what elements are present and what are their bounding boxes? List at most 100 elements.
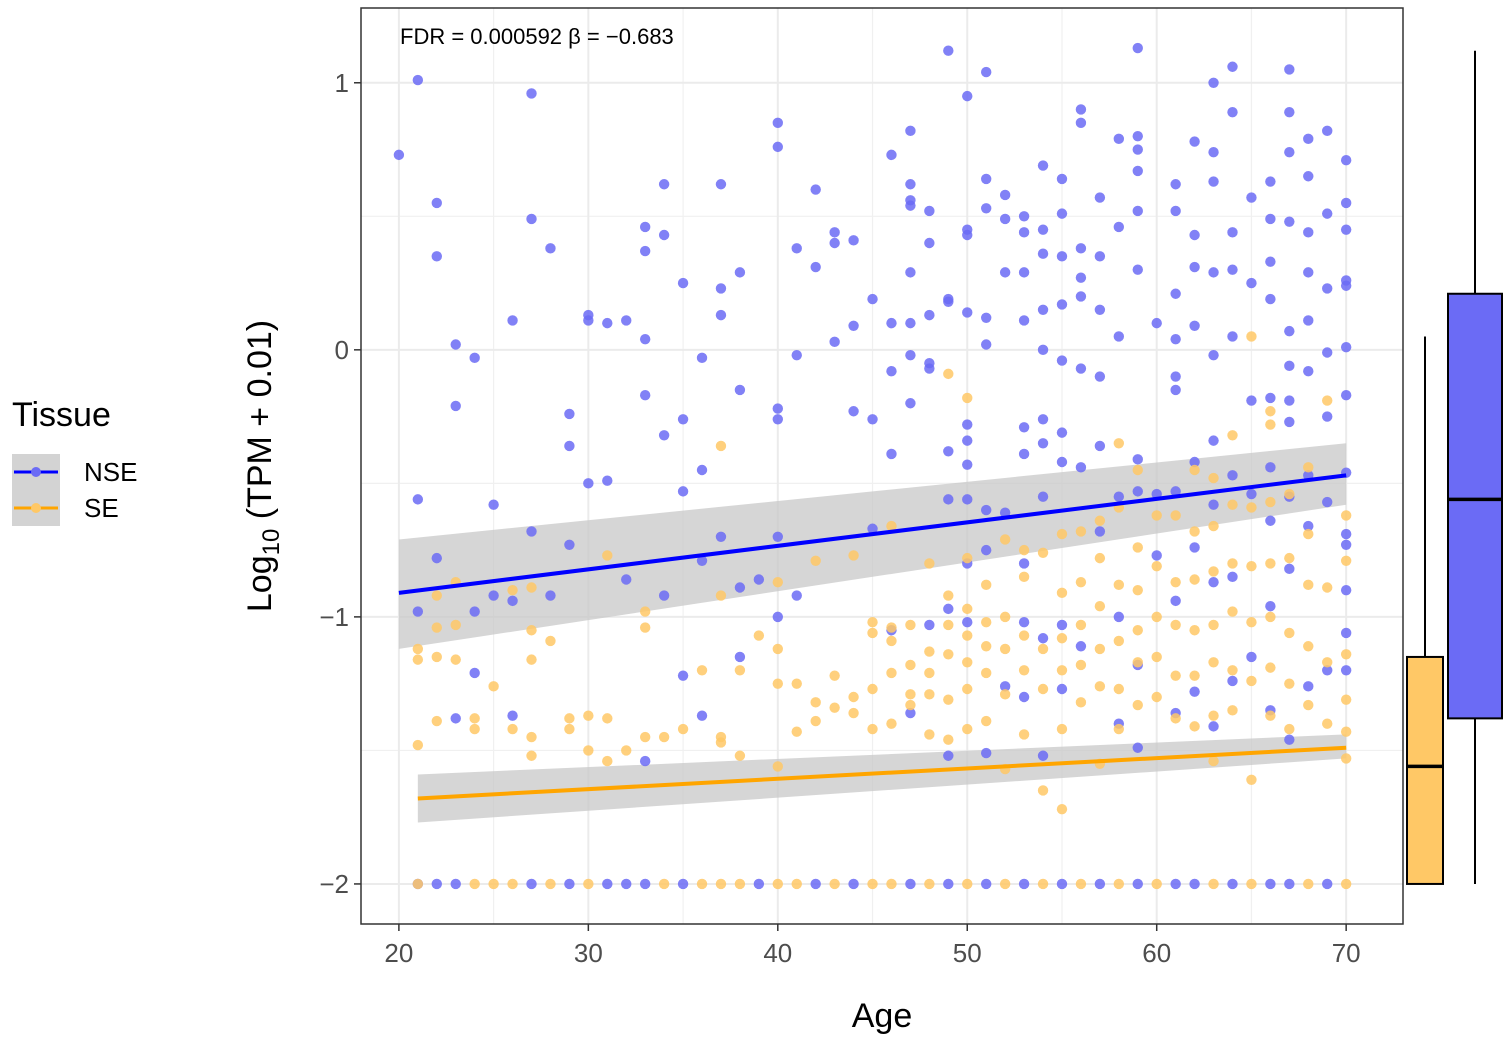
point-se bbox=[1075, 619, 1087, 631]
point-nse bbox=[1018, 617, 1030, 628]
point-se bbox=[1340, 753, 1352, 764]
point-se bbox=[1284, 723, 1295, 735]
point-se bbox=[545, 635, 556, 647]
point-se bbox=[1075, 659, 1087, 671]
point-nse bbox=[943, 446, 954, 457]
point-se bbox=[886, 635, 897, 647]
point-nse bbox=[1227, 878, 1238, 890]
point-se bbox=[1094, 601, 1106, 612]
point-se bbox=[658, 731, 670, 743]
point-se bbox=[1132, 657, 1143, 668]
point-se bbox=[999, 643, 1011, 655]
point-nse bbox=[1170, 288, 1181, 299]
point-nse bbox=[1170, 486, 1181, 497]
y-axis-title: Log10 (TPM + 0.01) bbox=[241, 320, 285, 612]
point-nse bbox=[1037, 491, 1049, 502]
point-nse bbox=[1075, 363, 1087, 374]
point-nse bbox=[450, 339, 461, 350]
point-se bbox=[1265, 611, 1276, 623]
point-nse bbox=[848, 320, 859, 331]
point-nse bbox=[829, 336, 840, 348]
point-nse bbox=[583, 478, 594, 489]
point-nse bbox=[1227, 571, 1238, 583]
point-nse bbox=[867, 523, 878, 534]
point-nse bbox=[450, 400, 461, 412]
point-nse bbox=[1094, 371, 1106, 382]
point-nse bbox=[1227, 106, 1238, 118]
point-se bbox=[829, 702, 840, 713]
point-nse bbox=[905, 317, 916, 329]
point-nse bbox=[791, 590, 802, 601]
point-nse bbox=[810, 878, 821, 890]
point-se bbox=[602, 550, 613, 561]
point-nse bbox=[1113, 611, 1125, 623]
boxplot-nse bbox=[1447, 50, 1503, 884]
point-nse bbox=[1113, 221, 1125, 233]
point-se bbox=[639, 622, 651, 633]
point-se bbox=[1037, 785, 1049, 796]
point-nse bbox=[1340, 280, 1352, 291]
point-se bbox=[1208, 566, 1219, 577]
point-se bbox=[1340, 510, 1352, 521]
point-nse bbox=[981, 66, 992, 78]
point-se bbox=[981, 667, 992, 679]
point-nse bbox=[1018, 448, 1030, 460]
point-nse bbox=[1284, 106, 1295, 118]
x-tick-label: 30 bbox=[574, 938, 603, 968]
point-nse bbox=[962, 494, 973, 505]
point-nse bbox=[1094, 304, 1106, 315]
boxplot-se bbox=[1406, 336, 1444, 885]
point-nse bbox=[1340, 390, 1352, 401]
y-axis-title-rest: (TPM + 0.01) bbox=[241, 320, 279, 529]
point-nse bbox=[1037, 438, 1049, 449]
point-nse bbox=[943, 603, 954, 615]
point-se bbox=[431, 651, 442, 663]
point-nse bbox=[602, 317, 613, 329]
point-se bbox=[715, 440, 727, 452]
point-nse bbox=[583, 315, 594, 326]
legend-label-se: SE bbox=[84, 493, 119, 523]
y-tick-label: 0 bbox=[335, 335, 349, 365]
point-nse bbox=[1208, 721, 1219, 732]
point-se bbox=[791, 878, 802, 890]
point-se bbox=[1037, 683, 1049, 695]
point-se bbox=[1075, 697, 1087, 708]
point-se bbox=[1189, 721, 1200, 732]
point-se bbox=[1265, 406, 1276, 417]
point-nse bbox=[677, 414, 689, 425]
x-tick-label: 20 bbox=[384, 938, 413, 968]
point-se bbox=[1246, 675, 1257, 687]
point-se bbox=[734, 878, 746, 890]
point-nse bbox=[639, 755, 651, 767]
point-nse bbox=[639, 245, 651, 257]
point-nse bbox=[658, 229, 670, 241]
point-se bbox=[924, 689, 935, 700]
point-nse bbox=[1037, 633, 1049, 644]
point-nse bbox=[772, 117, 783, 129]
point-se bbox=[981, 641, 992, 652]
point-se bbox=[943, 590, 954, 601]
point-nse bbox=[1132, 165, 1143, 177]
point-nse bbox=[1094, 526, 1106, 537]
point-se bbox=[791, 726, 802, 737]
point-nse bbox=[1208, 576, 1219, 588]
point-nse bbox=[1056, 619, 1068, 631]
point-se bbox=[753, 630, 765, 641]
point-se bbox=[772, 678, 783, 689]
point-se bbox=[810, 555, 821, 567]
plot-panel-border bbox=[360, 7, 1404, 925]
point-nse bbox=[1340, 197, 1352, 209]
point-nse bbox=[981, 747, 992, 759]
point-nse bbox=[772, 611, 783, 623]
point-se bbox=[412, 739, 424, 751]
point-nse bbox=[1056, 299, 1068, 310]
point-se bbox=[526, 731, 537, 743]
point-nse bbox=[1284, 216, 1295, 227]
point-nse bbox=[1227, 470, 1238, 481]
point-se bbox=[867, 627, 878, 639]
point-nse bbox=[1170, 205, 1181, 217]
point-nse bbox=[1189, 878, 1200, 890]
point-nse bbox=[1303, 315, 1314, 326]
point-se bbox=[1189, 526, 1200, 537]
point-nse bbox=[677, 486, 689, 497]
